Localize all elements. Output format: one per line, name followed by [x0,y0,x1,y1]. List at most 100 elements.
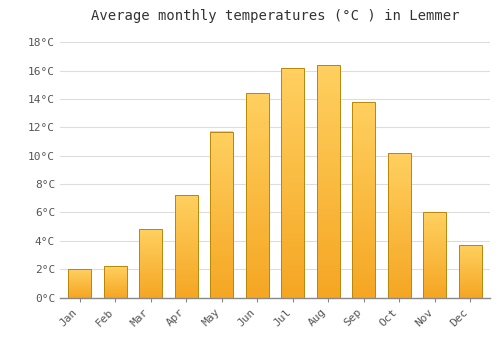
Bar [104,295,126,296]
Bar [246,167,269,171]
Bar [317,125,340,130]
Bar [68,291,91,292]
Bar [424,231,446,233]
Title: Average monthly temperatures (°C ) in Lemmer: Average monthly temperatures (°C ) in Le… [91,9,459,23]
Bar [174,230,198,232]
Bar [424,223,446,224]
Bar [246,277,269,281]
Bar [281,72,304,77]
Bar [210,195,233,198]
Bar [317,223,340,228]
Bar [388,289,411,292]
Bar [352,286,376,290]
Bar [388,173,411,176]
Bar [317,288,340,293]
Bar [352,196,376,199]
Bar [424,280,446,282]
Bar [352,258,376,262]
Bar [174,277,198,279]
Bar [352,172,376,176]
Bar [388,164,411,167]
Bar [210,151,233,155]
Bar [68,269,91,270]
Bar [174,254,198,257]
Bar [424,263,446,265]
Bar [352,207,376,211]
Bar [281,113,304,118]
Bar [352,129,376,133]
Bar [246,130,269,134]
Bar [68,281,91,282]
Bar [68,284,91,285]
Bar [317,251,340,256]
Bar [388,196,411,199]
Bar [174,275,198,277]
Bar [174,265,198,267]
Bar [139,233,162,235]
Bar [459,292,482,293]
Bar [281,274,304,279]
Bar [281,256,304,261]
Bar [139,286,162,288]
Bar [246,97,269,102]
Bar [68,275,91,276]
Bar [104,288,126,289]
Bar [104,269,126,270]
Bar [352,219,376,223]
Bar [459,256,482,257]
Bar [246,224,269,228]
Bar [352,188,376,192]
Bar [139,263,162,265]
Bar [68,279,91,280]
Bar [174,246,198,248]
Bar [174,226,198,228]
Bar [210,215,233,218]
Bar [104,296,126,297]
Bar [210,211,233,215]
Bar [139,292,162,293]
Bar [281,169,304,173]
Bar [104,287,126,288]
Bar [424,216,446,217]
Bar [68,272,91,273]
Bar [388,199,411,202]
Bar [424,228,446,229]
Bar [424,251,446,253]
Bar [281,265,304,270]
Bar [174,201,198,204]
Bar [210,148,233,152]
Bar [104,276,126,277]
Bar [281,196,304,201]
Bar [281,247,304,252]
Bar [139,267,162,269]
Bar [210,198,233,201]
Bar [68,282,91,283]
Bar [459,258,482,259]
Bar [281,127,304,132]
Bar [104,281,126,282]
Bar [352,180,376,184]
Bar [139,251,162,253]
Bar [104,266,126,298]
Bar [317,69,340,74]
Bar [281,293,304,297]
Bar [139,280,162,281]
Bar [352,278,376,282]
Bar [174,197,198,199]
Bar [139,232,162,233]
Bar [68,278,91,279]
Bar [388,167,411,170]
Bar [104,275,126,276]
Bar [104,273,126,274]
Bar [424,212,446,298]
Bar [459,267,482,268]
Bar [174,208,198,210]
Bar [174,218,198,220]
Bar [174,228,198,230]
Bar [317,102,340,107]
Bar [68,288,91,289]
Bar [424,245,446,246]
Bar [424,282,446,284]
Bar [459,245,482,298]
Bar [424,226,446,228]
